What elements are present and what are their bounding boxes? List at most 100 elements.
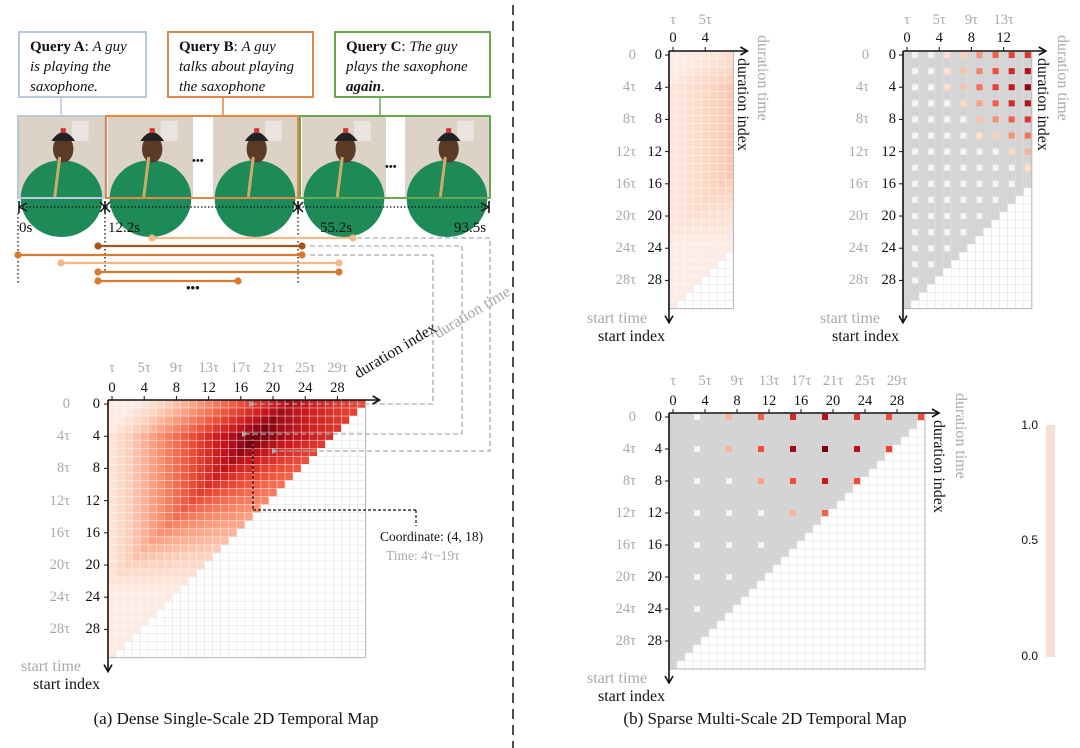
map-cell <box>676 171 686 181</box>
map-cell <box>725 203 734 213</box>
invalid-map-cell <box>975 300 984 309</box>
map-cell <box>829 413 837 421</box>
map-cell <box>805 461 813 469</box>
map-cell <box>196 536 205 546</box>
map-cell <box>869 437 877 445</box>
map-cell <box>684 147 694 156</box>
invalid-map-cell <box>900 532 910 542</box>
map-cell <box>919 107 928 116</box>
map-cell <box>983 195 992 204</box>
invalid-map-cell <box>876 540 886 550</box>
invalid-map-cell <box>300 625 310 634</box>
map-small-start-time-label: start time <box>587 310 647 327</box>
invalid-map-cell <box>236 608 246 618</box>
map-cell <box>204 480 213 489</box>
map-cell <box>919 123 928 132</box>
map-cell <box>139 439 149 449</box>
invalid-map-cell <box>916 532 926 542</box>
invalid-map-cell <box>844 580 854 590</box>
invalid-map-cell <box>916 620 926 630</box>
start-index-tick-label: 28 <box>85 621 101 638</box>
map-cell <box>292 439 302 449</box>
map-cell <box>180 447 189 457</box>
invalid-map-cell <box>836 548 846 558</box>
map-cell <box>725 219 734 229</box>
invalid-map-cell <box>292 512 302 522</box>
map-cell <box>115 600 125 610</box>
invalid-map-cell <box>268 504 278 513</box>
invalid-map-cell <box>1015 251 1025 261</box>
map-cell <box>716 155 726 164</box>
invalid-map-cell <box>357 512 366 522</box>
map-cell <box>765 437 773 445</box>
map-cell <box>220 431 230 441</box>
map-cell <box>220 488 230 497</box>
map-cell <box>172 504 181 513</box>
invalid-map-cell <box>156 633 165 642</box>
map-cell <box>935 220 944 229</box>
map-cell <box>693 461 701 469</box>
invalid-map-cell <box>300 576 310 586</box>
map-cell <box>668 211 678 221</box>
map-cell <box>1007 107 1016 116</box>
invalid-map-cell <box>333 439 342 449</box>
invalid-map-cell <box>892 548 902 558</box>
map-cell <box>107 625 117 634</box>
invalid-map-cell <box>983 259 992 269</box>
invalid-map-cell <box>820 524 830 534</box>
sampled-moment-cell <box>694 414 700 420</box>
invalid-map-cell <box>236 568 246 578</box>
invalid-map-cell <box>868 580 878 590</box>
invalid-map-cell <box>764 612 774 622</box>
map-cell <box>212 472 221 481</box>
invalid-map-cell <box>828 564 838 574</box>
map-cell <box>244 399 254 409</box>
invalid-map-cell <box>180 633 189 642</box>
map-cell <box>685 501 693 509</box>
invalid-map-cell <box>684 292 694 301</box>
invalid-map-cell <box>357 649 366 658</box>
invalid-map-cell <box>196 625 205 634</box>
start-time-tick-label: 20τ <box>848 208 869 225</box>
map-cell <box>244 480 254 489</box>
invalid-map-cell <box>740 652 750 662</box>
sampled-moment-cell <box>912 196 919 203</box>
map-cell <box>693 549 701 557</box>
map-cell <box>903 67 912 76</box>
map-cell <box>805 509 813 517</box>
map-cell <box>1015 107 1024 116</box>
map-cell <box>139 592 149 602</box>
invalid-map-cell <box>780 628 790 638</box>
map-cell <box>725 171 734 181</box>
invalid-map-cell <box>876 492 886 502</box>
invalid-map-cell <box>796 588 806 598</box>
map-cell <box>276 407 286 417</box>
map-cell <box>147 423 157 433</box>
map-cell <box>668 155 678 164</box>
sampled-moment-cell <box>1008 116 1015 123</box>
map-cell <box>967 203 976 212</box>
invalid-map-cell <box>308 528 318 538</box>
map-cell <box>684 90 694 100</box>
sparse-map-small-scale <box>668 50 734 310</box>
invalid-map-cell <box>300 649 310 658</box>
invalid-map-cell <box>700 292 710 301</box>
map-cell <box>983 179 992 188</box>
invalid-map-cell <box>260 552 270 562</box>
map-cell <box>676 115 686 124</box>
map-cell <box>212 528 221 538</box>
map-cell <box>156 431 165 441</box>
map-cell <box>668 219 678 229</box>
invalid-map-cell <box>836 500 846 510</box>
map-medium-start-time-label: start time <box>820 310 880 327</box>
map-cell <box>668 284 678 293</box>
map-cell <box>797 525 805 533</box>
map-cell <box>725 58 734 68</box>
invalid-map-cell <box>308 504 318 513</box>
map-cell <box>765 533 773 541</box>
map-cell <box>757 493 765 501</box>
invalid-map-cell <box>900 476 910 486</box>
invalid-map-cell <box>357 552 366 562</box>
invalid-map-cell <box>228 633 238 642</box>
map-cell <box>685 437 693 445</box>
